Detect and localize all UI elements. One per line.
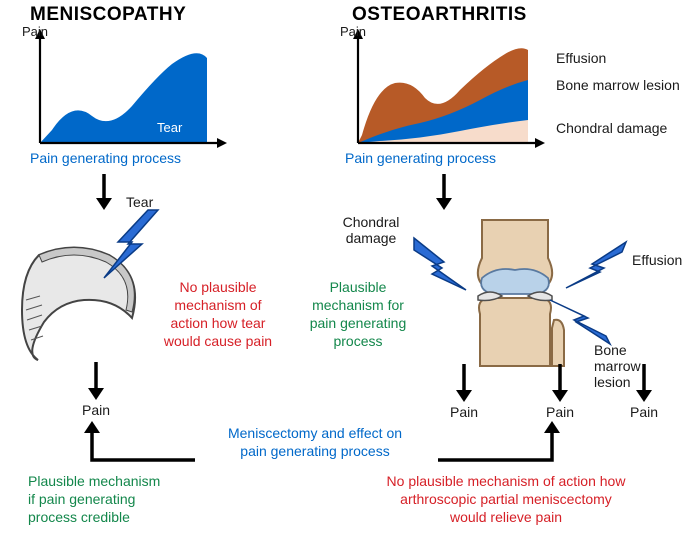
label-chondral-text: Chondral damage bbox=[343, 214, 400, 246]
men1: Meniscectomy and effect on bbox=[200, 424, 430, 442]
para-red-br: No plausible mechanism of action how art… bbox=[356, 472, 656, 526]
y-label-left: Pain bbox=[22, 24, 48, 39]
label-pain-r3: Pain bbox=[630, 404, 658, 420]
label-tear-in-chart: Tear bbox=[157, 120, 183, 135]
prl2: mechanism of bbox=[156, 296, 280, 314]
prl4: would cause pain bbox=[156, 332, 280, 350]
pgb2: if pain generating bbox=[28, 490, 160, 508]
pgr4: process bbox=[300, 332, 416, 350]
legend-effusion: Effusion bbox=[556, 50, 606, 66]
label-effusion: Effusion bbox=[632, 252, 682, 268]
pgb1: Plausible mechanism bbox=[28, 472, 160, 490]
pgr3: pain generating bbox=[300, 314, 416, 332]
arrow-meniscus-to-pain bbox=[84, 360, 108, 402]
caption-meniscectomy: Meniscectomy and effect on pain generati… bbox=[200, 424, 430, 460]
legend-chondral: Chondral damage bbox=[556, 120, 667, 136]
bolt-tear bbox=[96, 206, 166, 286]
chart-osteoarthritis bbox=[340, 28, 555, 163]
bolt-effusion bbox=[556, 236, 632, 296]
label-chondral: Chondral damage bbox=[326, 214, 416, 246]
prb3: would relieve pain bbox=[356, 508, 656, 526]
prb2: arthroscopic partial meniscectomy bbox=[356, 490, 656, 508]
arrow-elbow-right bbox=[434, 418, 564, 468]
y-label-right: Pain bbox=[340, 24, 366, 39]
caption-left-chart: Pain generating process bbox=[30, 150, 181, 166]
legend-bml: Bone marrow lesion bbox=[556, 78, 680, 93]
chart-meniscopathy: Tear bbox=[22, 28, 237, 163]
arrow-knee-pain-3 bbox=[632, 362, 656, 404]
title-osteoarthritis: OSTEOARTHRITIS bbox=[352, 4, 527, 26]
bolt-chondral bbox=[408, 232, 478, 302]
para-green-right: Plausible mechanism for pain generating … bbox=[300, 278, 416, 350]
pgr2: mechanism for bbox=[300, 296, 416, 314]
para-red-left: No plausible mechanism of action how tea… bbox=[156, 278, 280, 350]
arrow-elbow-left bbox=[80, 418, 200, 468]
prb1: No plausible mechanism of action how bbox=[356, 472, 656, 490]
label-bml-1: Bone bbox=[594, 342, 641, 358]
label-pain-left: Pain bbox=[82, 402, 110, 418]
legend-bml-text: Bone marrow lesion bbox=[556, 77, 680, 93]
arrow-down-right bbox=[432, 172, 456, 212]
caption-right-chart: Pain generating process bbox=[345, 150, 496, 166]
arrow-knee-pain-1 bbox=[452, 362, 476, 404]
x-axis-arrow bbox=[217, 138, 227, 148]
prl3: action how tear bbox=[156, 314, 280, 332]
arrow-knee-pain-2 bbox=[548, 362, 572, 404]
pgr1: Plausible bbox=[300, 278, 416, 296]
title-meniscopathy: MENISCOPATHY bbox=[30, 4, 186, 26]
prl1: No plausible bbox=[156, 278, 280, 296]
pgb3: process credible bbox=[28, 508, 160, 526]
x-axis-arrow bbox=[535, 138, 545, 148]
men2: pain generating process bbox=[200, 442, 430, 460]
para-green-bl: Plausible mechanism if pain generating p… bbox=[28, 472, 160, 526]
